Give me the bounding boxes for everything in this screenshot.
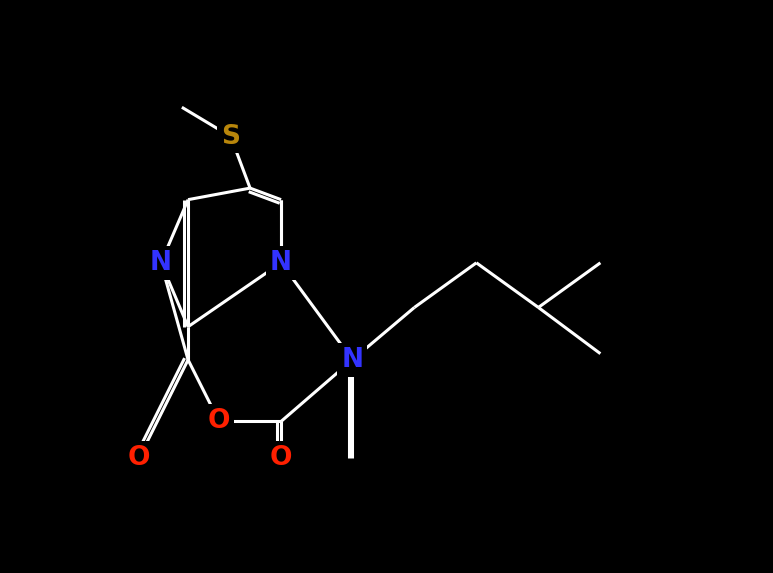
- Text: N: N: [150, 250, 172, 276]
- Text: S: S: [221, 124, 240, 150]
- Text: O: O: [128, 445, 151, 470]
- Text: N: N: [342, 347, 363, 373]
- Text: O: O: [270, 445, 292, 470]
- Text: O: O: [208, 409, 230, 434]
- Text: N: N: [270, 250, 292, 276]
